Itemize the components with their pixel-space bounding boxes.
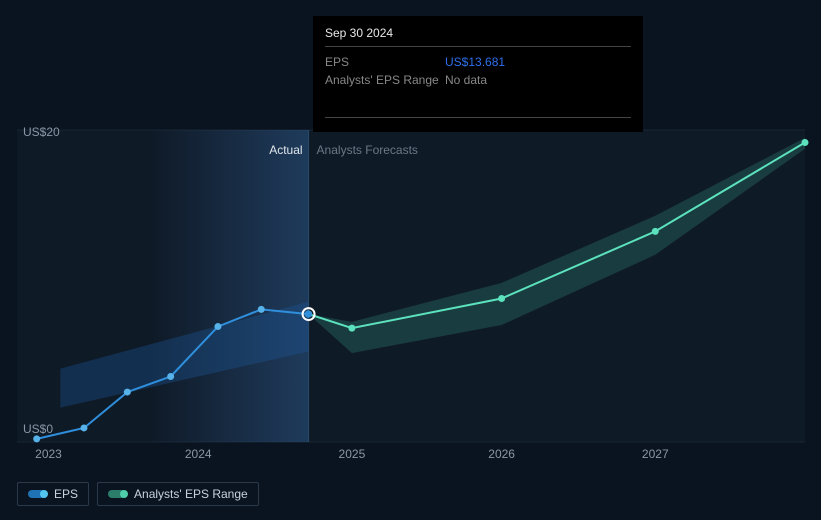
- svg-text:2027: 2027: [642, 447, 669, 461]
- tooltip-range-value: No data: [445, 71, 487, 89]
- tooltip-date: Sep 30 2024: [325, 26, 631, 40]
- svg-text:Analysts Forecasts: Analysts Forecasts: [317, 143, 418, 157]
- tooltip-range-label: Analysts' EPS Range: [325, 71, 445, 89]
- svg-text:US$20: US$20: [23, 125, 60, 139]
- legend-label-eps: EPS: [54, 487, 78, 501]
- legend-label-range: Analysts' EPS Range: [134, 487, 248, 501]
- chart-legend: EPS Analysts' EPS Range: [17, 482, 259, 506]
- svg-text:2025: 2025: [339, 447, 366, 461]
- tooltip-eps-value: US$13.681: [445, 53, 505, 71]
- eps-forecast-chart: US$20 US$0 2023 2024 2025 2026 2027 Actual Analy…: [0, 0, 821, 520]
- svg-text:Actual: Actual: [269, 143, 302, 157]
- svg-text:US$0: US$0: [23, 422, 53, 436]
- tooltip-eps-label: EPS: [325, 53, 445, 71]
- legend-swatch-range: [108, 490, 126, 498]
- chart-tooltip: Sep 30 2024 EPS US$13.681 Analysts' EPS …: [313, 16, 643, 132]
- legend-item-eps[interactable]: EPS: [17, 482, 89, 506]
- svg-text:2026: 2026: [488, 447, 515, 461]
- svg-text:2024: 2024: [185, 447, 212, 461]
- legend-swatch-eps: [28, 490, 46, 498]
- svg-text:2023: 2023: [35, 447, 62, 461]
- legend-item-range[interactable]: Analysts' EPS Range: [97, 482, 259, 506]
